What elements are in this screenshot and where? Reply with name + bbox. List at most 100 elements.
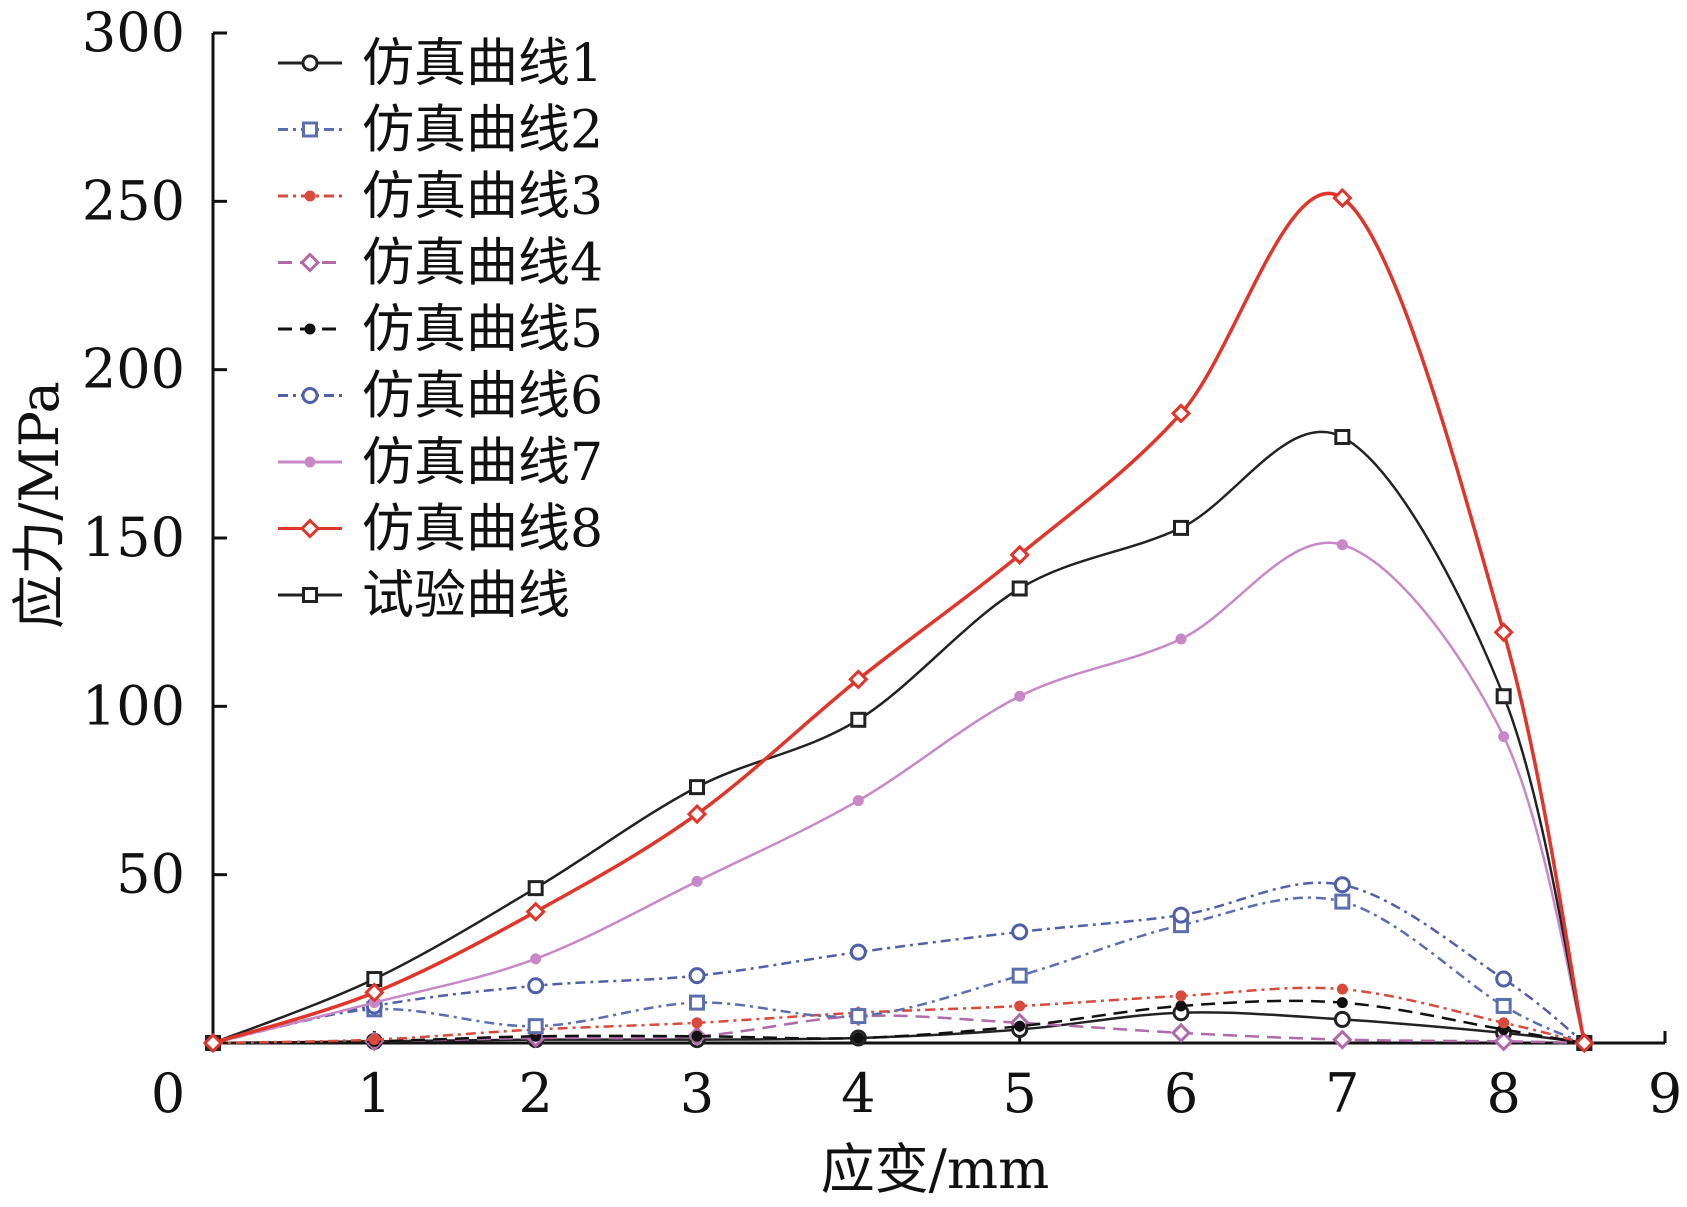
legend-entry: 试验曲线	[278, 566, 570, 626]
data-point	[1334, 429, 1351, 445]
y-axis-title: 应力/MPa	[8, 381, 71, 629]
series-line	[212, 999, 1585, 1045]
data-point	[1334, 893, 1351, 910]
legend-swatch-marker	[301, 54, 319, 72]
data-point	[1332, 187, 1353, 209]
legend-swatch-marker	[301, 387, 319, 404]
legend-label: 仿真曲线7	[362, 433, 603, 493]
legend-swatch-marker	[302, 587, 318, 603]
legend-swatch-marker	[304, 456, 316, 468]
legend-label: 仿真曲线3	[362, 167, 603, 227]
series-2	[205, 893, 1593, 1051]
data-point	[691, 1030, 703, 1042]
data-point	[527, 1018, 544, 1035]
data-point	[1495, 688, 1512, 705]
legend-entry: 仿真曲线1	[278, 34, 603, 94]
series-line	[212, 896, 1585, 1045]
legend-entry: 仿真曲线6	[278, 367, 603, 427]
x-tick-label: 0	[151, 1062, 185, 1125]
data-point	[1336, 983, 1348, 995]
data-point	[1011, 923, 1029, 941]
legend-label: 仿真曲线6	[362, 367, 603, 427]
legend-swatch-marker	[299, 518, 321, 539]
data-point	[1014, 1020, 1026, 1032]
data-point	[1172, 906, 1190, 924]
data-point	[527, 880, 544, 897]
data-point	[1009, 544, 1030, 565]
data-point	[689, 779, 705, 796]
data-point	[852, 1032, 864, 1044]
y-tick-label: 150	[82, 506, 185, 569]
x-tick-label: 6	[1164, 1062, 1198, 1125]
x-tick-label: 9	[1648, 1062, 1682, 1125]
data-point	[1493, 622, 1514, 643]
x-tick-label: 3	[680, 1062, 714, 1125]
legend-entry: 仿真曲线7	[278, 433, 603, 493]
data-point	[1493, 1031, 1514, 1052]
data-point	[688, 967, 706, 985]
data-point	[1498, 1017, 1510, 1029]
data-point	[1014, 690, 1026, 702]
data-point	[530, 953, 542, 965]
data-point	[1574, 1032, 1595, 1054]
x-tick-label: 1	[357, 1062, 391, 1125]
data-point	[202, 1032, 224, 1054]
data-point	[1175, 633, 1187, 645]
legend-swatch-marker	[299, 252, 321, 273]
data-point	[1014, 1000, 1026, 1012]
y-tick-label: 100	[82, 674, 185, 737]
legend-swatch-marker	[304, 323, 316, 335]
axes: 0 1 2 3 4 5 6 7 8 9 50 100 150 200 250 300	[82, 1, 1682, 1125]
data-point	[691, 875, 703, 887]
data-point	[691, 1017, 703, 1029]
data-point	[1333, 1010, 1351, 1028]
data-point	[852, 795, 864, 807]
y-tick-label: 300	[82, 1, 185, 64]
x-tick-label: 8	[1486, 1062, 1520, 1125]
data-point	[850, 1008, 867, 1025]
data-point	[848, 669, 869, 690]
series-line	[212, 430, 1586, 1045]
data-point	[368, 1034, 380, 1046]
legend-swatch-marker	[304, 190, 316, 202]
legend-entry: 仿真曲线4	[278, 234, 603, 294]
data-point	[1333, 876, 1351, 894]
series-line	[212, 881, 1586, 1045]
data-point	[1495, 997, 1512, 1014]
data-point	[689, 994, 705, 1011]
y-tick-label: 50	[116, 843, 185, 906]
y-tick-label: 250	[82, 169, 185, 232]
legend-entry: 仿真曲线5	[278, 300, 603, 360]
legend-label: 仿真曲线5	[362, 300, 603, 360]
data-point	[1336, 539, 1348, 551]
data-point	[1170, 1022, 1192, 1044]
data-point	[1336, 997, 1348, 1009]
data-point	[686, 803, 708, 825]
legend-label: 仿真曲线2	[362, 101, 603, 161]
data-point	[850, 711, 867, 728]
series-6	[204, 876, 1593, 1052]
data-point	[525, 901, 546, 922]
data-point	[1332, 1029, 1353, 1050]
y-tick-label: 200	[82, 338, 185, 401]
series-8	[202, 187, 1595, 1054]
series-4	[202, 1005, 1595, 1054]
x-tick-label: 7	[1325, 1062, 1359, 1125]
series-line	[212, 986, 1585, 1045]
legend-entry: 仿真曲线8	[278, 500, 603, 560]
x-axis-title: 应变/mm	[821, 1138, 1050, 1201]
data-point	[1011, 967, 1028, 984]
data-point	[1173, 519, 1189, 536]
x-tick-label: 5	[1002, 1062, 1036, 1125]
legend-entry: 仿真曲线3	[278, 167, 603, 227]
legend-label: 仿真曲线8	[362, 500, 603, 560]
data-point	[1495, 970, 1513, 988]
legend-entry: 仿真曲线2	[278, 101, 603, 161]
data-point	[849, 943, 867, 961]
series-line	[212, 541, 1586, 1045]
data-point	[527, 977, 545, 995]
data-point	[1175, 990, 1187, 1002]
data-point	[1170, 403, 1192, 424]
